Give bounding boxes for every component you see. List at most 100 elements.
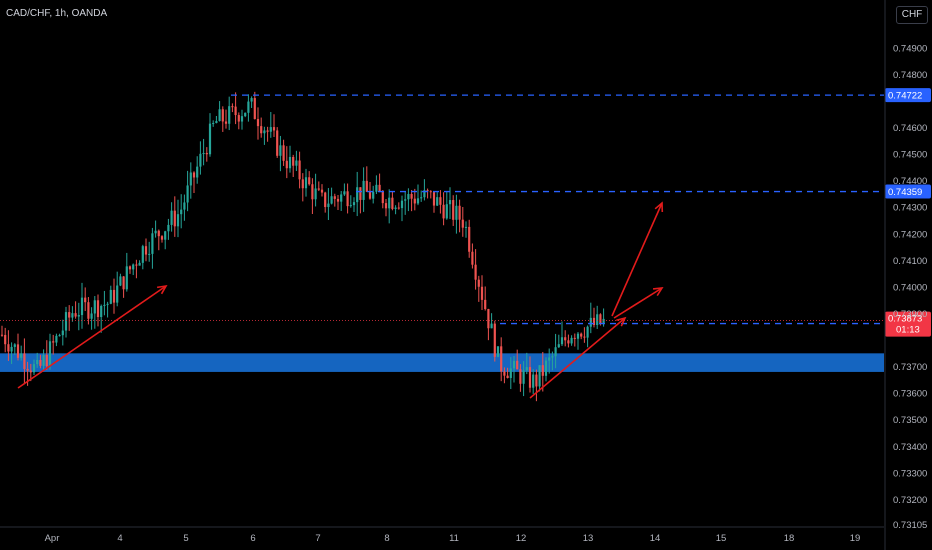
candle-body (308, 177, 311, 185)
candle-body (253, 98, 256, 120)
candle-body (311, 184, 314, 200)
candle-body (560, 337, 564, 345)
candle-body (544, 360, 548, 376)
time-tick-label: 18 (784, 533, 795, 544)
candle-body (109, 289, 112, 304)
candle-body (4, 334, 7, 345)
candle-body (327, 203, 330, 208)
candle-body (359, 187, 362, 200)
annotation-arrow-line (611, 202, 663, 317)
candle-body (240, 116, 244, 122)
candle-body (224, 121, 228, 124)
candle-body (263, 130, 266, 134)
candle-body (84, 297, 87, 303)
time-tick-label: 15 (716, 533, 727, 544)
price-tick-label: 0.74100 (893, 256, 927, 267)
candle-body (391, 197, 394, 209)
candle-body (215, 121, 218, 124)
candle-body (55, 335, 58, 343)
candle-body (106, 303, 109, 305)
candle-body (468, 226, 471, 252)
price-axis: 0.749000.748000.746000.745000.744000.743… (884, 0, 927, 550)
price-tick-label: 0.73300 (893, 468, 927, 479)
candle-body (436, 197, 439, 206)
price-tick-label: 0.74300 (893, 203, 927, 214)
candle-body (324, 192, 327, 208)
candle-body (170, 210, 173, 225)
candle-body (317, 188, 320, 190)
candle-body (567, 340, 570, 344)
candle-body (180, 209, 183, 215)
candle-body (154, 230, 157, 234)
candle-body (493, 323, 496, 357)
candle-body (52, 341, 55, 343)
candle-body (205, 152, 208, 155)
candle-body (580, 333, 583, 337)
annotation-arrow-line (529, 317, 626, 399)
candle-body (535, 374, 538, 387)
candle-body (39, 359, 42, 366)
candle-body (500, 346, 503, 372)
candle-body (362, 180, 365, 200)
candle-body (487, 309, 490, 329)
time-tick-label: 5 (183, 533, 188, 544)
candle-body (445, 204, 448, 219)
candle-body (349, 205, 352, 207)
time-tick-label: 13 (583, 533, 594, 544)
candle-body (320, 189, 324, 193)
candle-body (160, 236, 164, 240)
candle-body (186, 185, 189, 203)
candle-body (279, 145, 282, 156)
arrow-head-icon (156, 284, 168, 295)
level-price-label: 0.74359 (888, 187, 922, 198)
candle-body (458, 205, 461, 220)
price-tick-label: 0.74200 (893, 229, 927, 240)
candle-body (260, 126, 263, 134)
candle-body (244, 112, 247, 117)
candle-body (208, 123, 212, 155)
candle-body (132, 264, 135, 270)
candle-body (532, 374, 535, 388)
candle-body (80, 297, 84, 316)
candle-body (138, 262, 141, 266)
candle-body (272, 127, 276, 131)
candle-body (234, 106, 237, 116)
candle-body (119, 276, 122, 286)
candle-body (221, 109, 224, 122)
candle-body (231, 106, 234, 108)
current-price-label: 0.73873 (888, 314, 922, 325)
candle-body (516, 360, 519, 370)
candle-body (103, 304, 106, 306)
support-zone (0, 353, 884, 372)
candle-body (599, 314, 602, 324)
candle-body (541, 365, 544, 376)
candle-body (596, 314, 599, 326)
candle-body (292, 156, 295, 166)
candle-body (506, 375, 509, 378)
candle-body (356, 187, 359, 203)
candle-body (548, 357, 551, 361)
candle-body (416, 198, 420, 204)
candle-body (64, 312, 68, 331)
candle-body (298, 160, 301, 180)
candle-body (384, 203, 388, 209)
candle-body (519, 369, 522, 384)
arrow-head-icon (652, 287, 664, 297)
bar-countdown-label: 01:13 (896, 325, 920, 336)
candle-body (333, 196, 336, 199)
time-tick-label: 6 (250, 533, 255, 544)
candle-body (10, 346, 13, 352)
candle-body (368, 191, 372, 199)
candle-body (432, 192, 436, 206)
candle-body (394, 207, 397, 209)
candle-body (426, 190, 429, 192)
currency-label[interactable]: CHF (896, 6, 928, 24)
price-tick-label: 0.74900 (893, 43, 927, 54)
candle-body (87, 302, 90, 319)
candle-body (128, 266, 132, 270)
price-tick-label: 0.73400 (893, 442, 927, 453)
candle-body (400, 200, 404, 209)
candle-body (68, 312, 71, 318)
